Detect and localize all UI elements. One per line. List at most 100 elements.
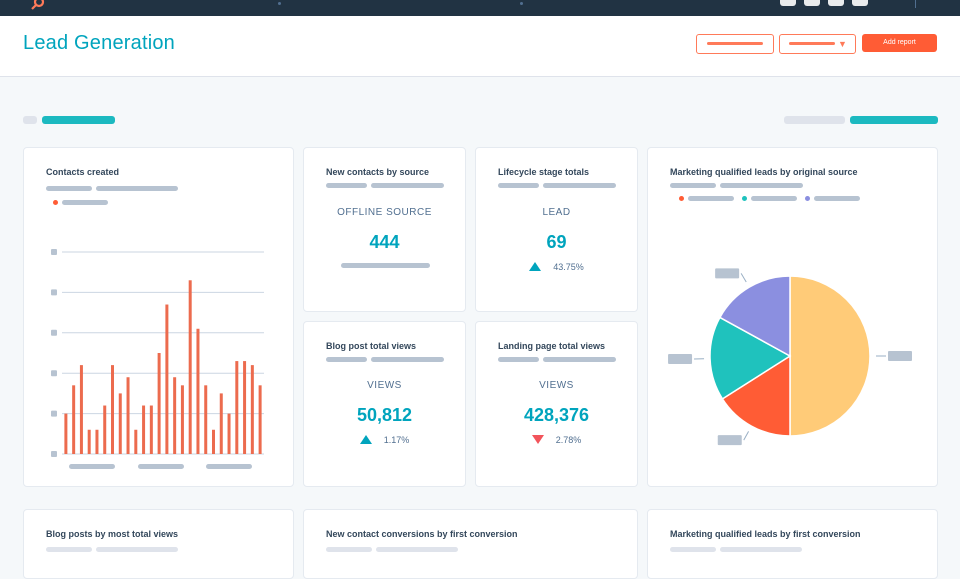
slice-label-placeholder bbox=[668, 354, 692, 364]
subtitle-placeholder bbox=[670, 547, 716, 552]
subtitle-placeholder bbox=[371, 357, 444, 362]
metric-delta: 1.17% bbox=[304, 435, 465, 445]
delta-value: 2.78% bbox=[556, 435, 582, 445]
y-tick-label-placeholder bbox=[51, 330, 57, 336]
card-new-contacts-by-source[interactable]: New contacts by source OFFLINE SOURCE 44… bbox=[303, 147, 466, 312]
card-landing-page-total-views[interactable]: Landing page total views VIEWS 428,376 2… bbox=[475, 321, 638, 487]
card-contacts-created[interactable]: Contacts created bbox=[23, 147, 294, 487]
delta-value: 1.17% bbox=[384, 435, 410, 445]
button-label-placeholder bbox=[789, 42, 835, 45]
bar bbox=[251, 365, 254, 454]
slice-label-leader bbox=[744, 431, 749, 440]
card-mql-by-first-conversion[interactable]: Marketing qualified leads by first conve… bbox=[647, 509, 938, 579]
slice-label-placeholder bbox=[718, 435, 742, 445]
nav-indicator bbox=[520, 2, 523, 5]
triangle-up-icon bbox=[360, 435, 372, 444]
y-tick-label-placeholder bbox=[51, 289, 57, 295]
chevron-down-icon: ▼ bbox=[838, 39, 847, 49]
sprocket-logo-icon[interactable] bbox=[30, 0, 46, 10]
bar bbox=[204, 385, 207, 454]
subtitle-placeholder bbox=[96, 547, 178, 552]
y-tick-label-placeholder bbox=[51, 249, 57, 255]
subtitle-placeholder bbox=[720, 547, 802, 552]
y-tick-label-placeholder bbox=[51, 451, 57, 457]
metric-caption: VIEWS bbox=[304, 380, 465, 391]
card-title: Blog posts by most total views bbox=[46, 529, 178, 539]
nav-control-button[interactable] bbox=[852, 0, 868, 6]
top-nav-bar bbox=[0, 0, 960, 16]
metric-caption: VIEWS bbox=[476, 380, 637, 391]
comparison-placeholder bbox=[341, 263, 430, 268]
mql-pie-chart bbox=[648, 148, 939, 488]
card-blog-post-total-views[interactable]: Blog post total views VIEWS 50,812 1.17% bbox=[303, 321, 466, 487]
bar bbox=[235, 361, 238, 454]
contacts-bar-chart bbox=[24, 148, 295, 488]
filter-pill-inactive[interactable] bbox=[23, 116, 37, 124]
bar bbox=[259, 385, 262, 454]
page-header: Lead Generation ▼ Add report bbox=[0, 16, 960, 77]
bar bbox=[111, 365, 114, 454]
view-toggle-active[interactable] bbox=[850, 116, 938, 124]
card-title: New contact conversions by first convers… bbox=[326, 529, 518, 539]
bar bbox=[103, 406, 106, 454]
add-report-button[interactable]: Add report bbox=[862, 34, 937, 52]
x-axis-label-placeholder bbox=[138, 464, 184, 469]
slice-label-placeholder bbox=[715, 268, 739, 278]
subtitle-placeholder bbox=[326, 183, 367, 188]
bar bbox=[150, 406, 153, 454]
card-title: Lifecycle stage totals bbox=[498, 167, 589, 177]
delta-value: 43.75% bbox=[553, 262, 584, 272]
triangle-down-icon bbox=[532, 435, 544, 444]
metric-caption: OFFLINE SOURCE bbox=[304, 207, 465, 218]
subtitle-placeholder bbox=[326, 547, 372, 552]
button-label-placeholder bbox=[707, 42, 763, 45]
metric-delta: 43.75% bbox=[476, 262, 637, 272]
nav-indicator bbox=[278, 2, 281, 5]
bar bbox=[142, 406, 145, 454]
nav-divider bbox=[915, 0, 916, 8]
metric-value: 50,812 bbox=[304, 405, 465, 426]
bar bbox=[220, 393, 223, 454]
bar bbox=[196, 329, 199, 454]
slice-label-leader bbox=[741, 273, 746, 282]
metric-value: 69 bbox=[476, 232, 637, 253]
card-lifecycle-stage-totals[interactable]: Lifecycle stage totals LEAD 69 43.75% bbox=[475, 147, 638, 312]
bar bbox=[181, 385, 184, 454]
subtitle-placeholder bbox=[376, 547, 458, 552]
triangle-up-icon bbox=[529, 262, 541, 271]
x-axis-label-placeholder bbox=[69, 464, 115, 469]
nav-control-button[interactable] bbox=[828, 0, 844, 6]
card-new-contact-conversions[interactable]: New contact conversions by first convers… bbox=[303, 509, 638, 579]
bar bbox=[189, 280, 192, 454]
page-title: Lead Generation bbox=[23, 32, 175, 55]
x-axis-label-placeholder bbox=[206, 464, 252, 469]
bar bbox=[165, 305, 168, 454]
bar bbox=[64, 414, 67, 454]
card-blog-posts-by-most-total-views[interactable]: Blog posts by most total views bbox=[23, 509, 294, 579]
bar bbox=[95, 430, 98, 454]
y-tick-label-placeholder bbox=[51, 370, 57, 376]
filter-pill-active[interactable] bbox=[42, 116, 115, 124]
nav-control-button[interactable] bbox=[780, 0, 796, 6]
subtitle-placeholder bbox=[46, 547, 92, 552]
pie-slice bbox=[790, 276, 870, 436]
bar bbox=[228, 414, 231, 454]
subtitle-placeholder bbox=[543, 357, 616, 362]
filter-dropdown-button[interactable]: ▼ bbox=[779, 34, 856, 54]
subtitle-placeholder bbox=[543, 183, 616, 188]
card-title: Marketing qualified leads by first conve… bbox=[670, 529, 861, 539]
metric-value: 428,376 bbox=[476, 405, 637, 426]
bar bbox=[72, 385, 75, 454]
bar bbox=[119, 393, 122, 454]
metric-caption: LEAD bbox=[476, 207, 637, 218]
y-tick-label-placeholder bbox=[51, 411, 57, 417]
nav-control-button[interactable] bbox=[804, 0, 820, 6]
card-title: New contacts by source bbox=[326, 167, 429, 177]
subtitle-placeholder bbox=[498, 183, 539, 188]
date-range-button[interactable] bbox=[696, 34, 774, 54]
bar bbox=[173, 377, 176, 454]
view-toggle-inactive[interactable] bbox=[784, 116, 845, 124]
bar bbox=[134, 430, 137, 454]
card-mql-by-original-source[interactable]: Marketing qualified leads by original so… bbox=[647, 147, 938, 487]
bar bbox=[88, 430, 91, 454]
